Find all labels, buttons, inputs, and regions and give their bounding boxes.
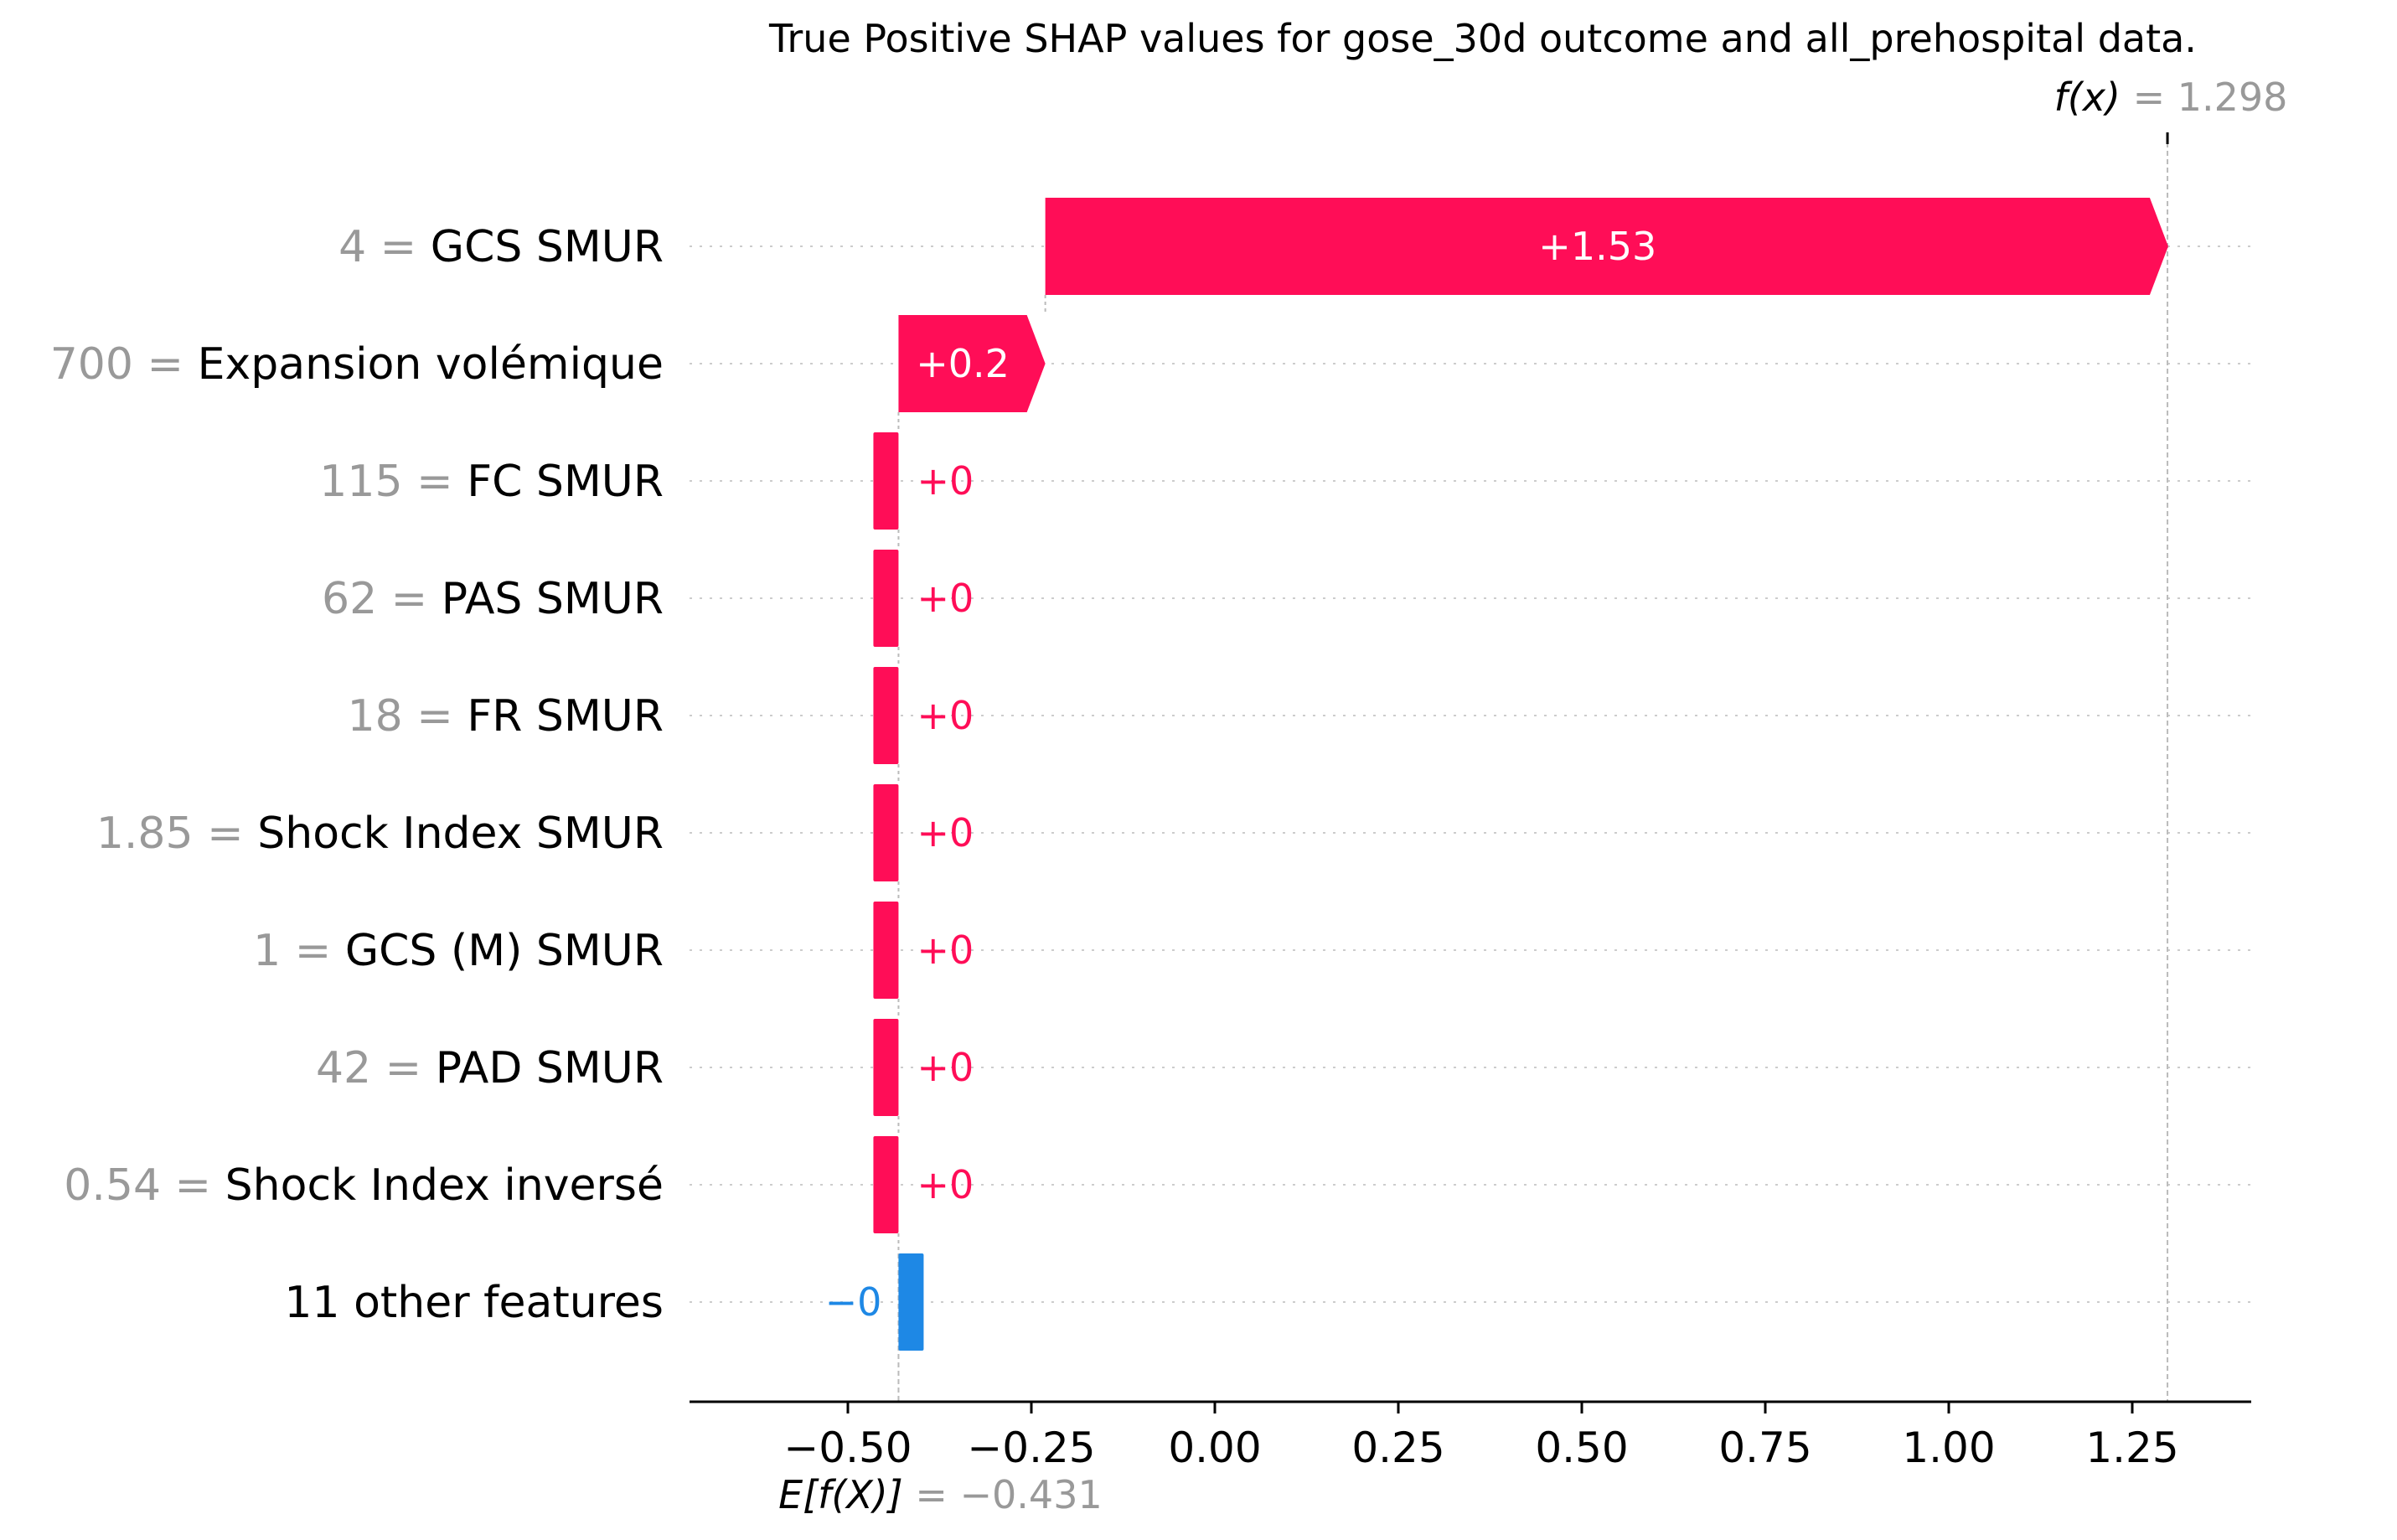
feature-name: PAS SMUR bbox=[442, 574, 664, 624]
feature-value: 4 = bbox=[338, 222, 431, 272]
x-tick-label: 0.50 bbox=[1535, 1424, 1628, 1472]
x-tick-label: 1.25 bbox=[2085, 1424, 2178, 1472]
feature-labels: +1.53 4 = GCS SMUR +0.2 700 = Expansion vol… bbox=[50, 222, 1657, 1328]
feature-label: 700 = Expansion volémique bbox=[50, 339, 664, 390]
feature-name: GCS (M) SMUR bbox=[345, 926, 664, 976]
bar-value-label: +0 bbox=[917, 458, 974, 504]
shap-bar bbox=[1045, 198, 2168, 295]
feature-label: 11 other features bbox=[284, 1278, 664, 1328]
feature-value: 62 = bbox=[322, 574, 442, 624]
bar-value-label: +0 bbox=[917, 1162, 974, 1207]
feature-value: 42 = bbox=[316, 1043, 436, 1093]
bar-value-label: +0 bbox=[917, 693, 974, 738]
bar-value-label: +0.2 bbox=[916, 341, 1010, 386]
shap-bar bbox=[898, 315, 1046, 412]
x-tick-label: 0.00 bbox=[1168, 1424, 1261, 1472]
x-tick-label: 0.75 bbox=[1718, 1424, 1811, 1472]
feature-value: 0.54 = bbox=[64, 1160, 225, 1211]
bar-value-label: −0 bbox=[825, 1279, 882, 1325]
bar-value-label: +1.53 bbox=[1538, 224, 1656, 269]
shap-bar bbox=[873, 784, 899, 881]
shap-bar bbox=[873, 667, 899, 764]
x-tick-label: −0.25 bbox=[967, 1424, 1095, 1472]
feature-name: PAD SMUR bbox=[436, 1043, 664, 1093]
feature-value: 1.85 = bbox=[96, 809, 257, 859]
shap-bar bbox=[898, 1253, 924, 1351]
shap-bar bbox=[873, 902, 899, 999]
feature-value: 700 = bbox=[50, 339, 198, 390]
feature-label: 4 = GCS SMUR bbox=[338, 222, 664, 272]
bar-value-label: +0 bbox=[917, 1045, 974, 1090]
feature-label: 42 = PAD SMUR bbox=[316, 1043, 664, 1093]
feature-label: 0.54 = Shock Index inversé bbox=[64, 1160, 664, 1211]
x-tick-label: 1.00 bbox=[1902, 1424, 1995, 1472]
chart-title: True Positive SHAP values for gose_30d o… bbox=[768, 16, 2197, 61]
base-value-key: E[f(X)] bbox=[778, 1472, 915, 1517]
feature-label: 1 = GCS (M) SMUR bbox=[253, 926, 664, 976]
bar-value-label: +0 bbox=[917, 576, 974, 621]
feature-name: Shock Index SMUR bbox=[257, 809, 664, 859]
shap-bar bbox=[873, 432, 899, 530]
shap-bar bbox=[873, 1136, 899, 1233]
feature-label: 62 = PAS SMUR bbox=[322, 574, 664, 624]
shap-bar bbox=[873, 1019, 899, 1116]
annotations: f(x) = 1.298 E[f(X)] = −0.431 bbox=[778, 75, 2287, 1517]
bars bbox=[873, 198, 2168, 1351]
feature-name: FR SMUR bbox=[467, 691, 664, 742]
feature-value: 115 = bbox=[319, 457, 467, 507]
x-axis: −0.50 −0.25 0.00 0.25 0.50 0.75 1.00 1.25 bbox=[690, 1400, 2251, 1472]
feature-label: 18 = FR SMUR bbox=[348, 691, 664, 742]
base-value-label: E[f(X)] = −0.431 bbox=[778, 1472, 1103, 1517]
feature-label: 115 = FC SMUR bbox=[319, 457, 664, 507]
feature-value: 1 = bbox=[253, 926, 345, 976]
feature-name: FC SMUR bbox=[467, 457, 664, 507]
output-value-label: f(x) = 1.298 bbox=[2054, 75, 2288, 120]
output-value-number: = 1.298 bbox=[2133, 75, 2288, 120]
shap-bar bbox=[873, 550, 899, 647]
feature-name: Expansion volémique bbox=[198, 339, 664, 390]
bar-value-label: +0 bbox=[917, 810, 974, 855]
x-tick-label: 0.25 bbox=[1351, 1424, 1444, 1472]
feature-value: 18 = bbox=[348, 691, 468, 742]
value-guide-lines bbox=[897, 132, 2169, 1402]
x-tick-label: −0.50 bbox=[783, 1424, 912, 1472]
bar-value-label: +0 bbox=[917, 928, 974, 973]
feature-name: GCS SMUR bbox=[431, 222, 664, 272]
output-value-key: f(x) bbox=[2054, 75, 2133, 120]
feature-name: 11 other features bbox=[284, 1278, 664, 1328]
feature-label: 1.85 = Shock Index SMUR bbox=[96, 809, 664, 859]
feature-name: Shock Index inversé bbox=[225, 1160, 664, 1211]
base-value-number: = −0.431 bbox=[915, 1472, 1102, 1517]
